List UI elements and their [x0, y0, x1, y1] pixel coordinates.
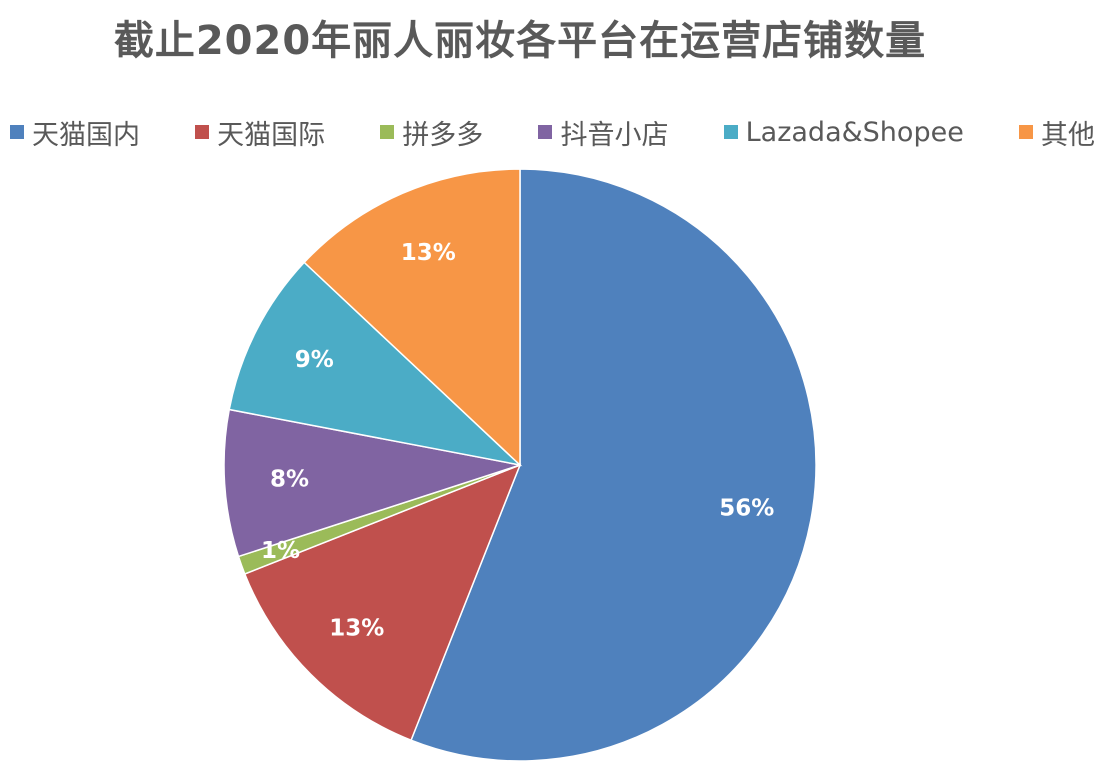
legend-item-tmall-global[interactable]: 天猫国际: [195, 113, 325, 152]
legend-swatch: [10, 125, 24, 139]
data-label-tmall-global: 13%: [329, 615, 384, 641]
legend-label: 抖音小店: [560, 119, 669, 151]
data-label-douyin-shop: 8%: [270, 466, 309, 492]
legend-label: Lazada&Shopee: [745, 116, 964, 148]
pie-slice-lazada-shopee[interactable]: [228, 261, 523, 467]
chart-title: 截止2020年丽人丽妆各平台在运营店铺数量: [113, 18, 927, 64]
pie-slice-douyin-shop[interactable]: [223, 408, 521, 558]
data-label-lazada-shopee: 9%: [295, 347, 334, 373]
legend-swatch: [723, 125, 738, 139]
legend-swatch: [1018, 125, 1033, 139]
pie-slice-tmall-global[interactable]: [243, 463, 522, 742]
pie-slice-tmall-domestic[interactable]: [410, 168, 817, 762]
legend-label: 天猫国际: [217, 119, 326, 151]
data-label-pinduoduo: 1%: [261, 538, 300, 564]
legend-item-pinduoduo[interactable]: 拼多多: [380, 113, 483, 152]
legend-swatch: [195, 125, 210, 139]
legend-label: 天猫国内: [32, 119, 140, 151]
legend: 天猫国内 天猫国际 拼多多 抖音小店 Lazada&Shopee 其他: [10, 112, 1095, 152]
legend-label: 其他: [1040, 119, 1095, 151]
legend-swatch: [538, 125, 553, 139]
legend-item-tmall-domestic[interactable]: 天猫国内: [10, 113, 140, 152]
data-label-tmall-domestic: 56%: [719, 495, 774, 521]
legend-item-douyin-shop[interactable]: 抖音小店: [538, 113, 668, 152]
legend-swatch: [380, 125, 395, 139]
data-label-other: 13%: [401, 240, 456, 266]
legend-item-lazada-shopee[interactable]: Lazada&Shopee: [723, 116, 964, 148]
legend-item-other[interactable]: 其他: [1018, 113, 1095, 152]
pie-slice-other[interactable]: [303, 168, 521, 467]
legend-label: 拼多多: [402, 119, 484, 151]
